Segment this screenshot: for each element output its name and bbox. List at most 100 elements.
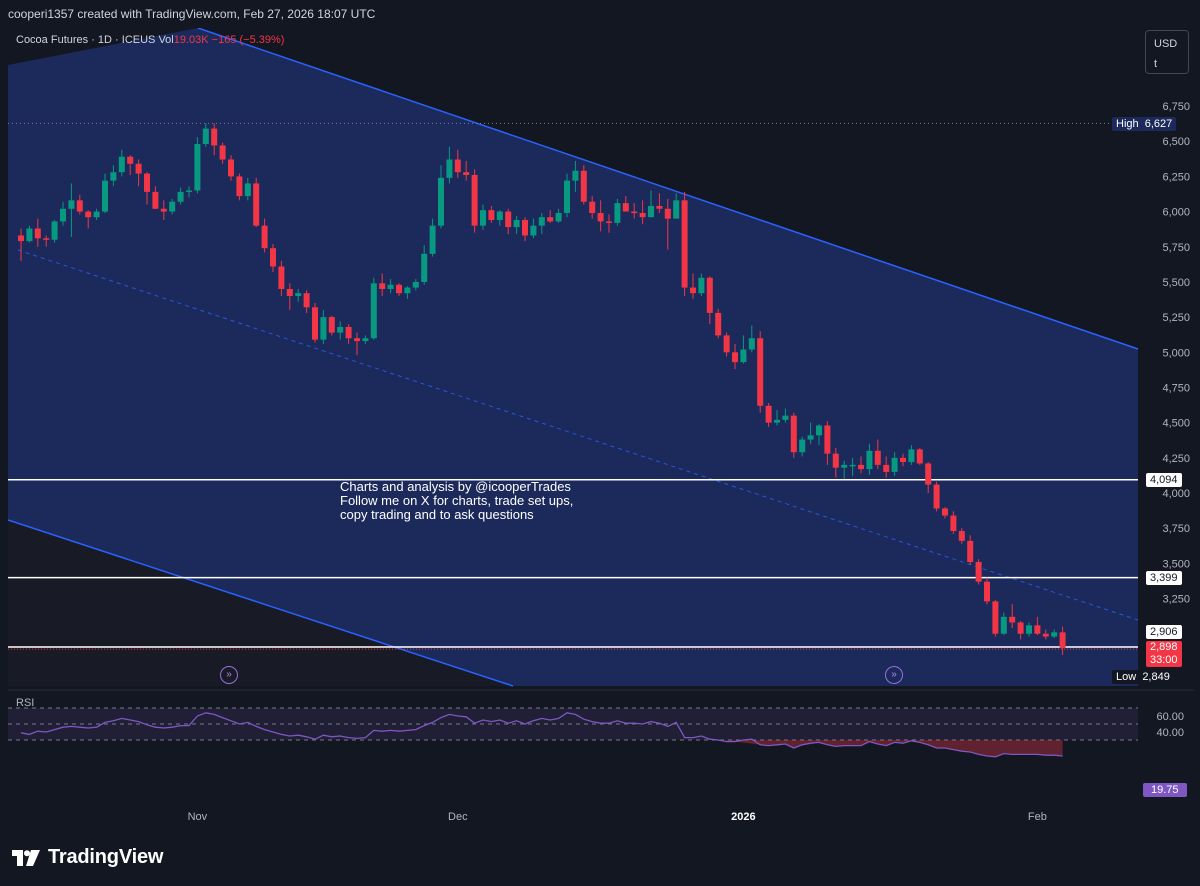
candle-bear <box>706 277 713 313</box>
candle-bear <box>715 312 722 336</box>
annotation-line-1: Charts and analysis by @icooperTrades <box>340 479 571 494</box>
high-tag: High 6,627 <box>1112 117 1177 131</box>
candle-bull <box>169 201 176 212</box>
volume-value: 19.03K <box>173 34 209 46</box>
candle-bear <box>160 208 167 212</box>
candle-bear <box>261 225 268 249</box>
candle-bull <box>564 180 570 213</box>
candle-bear <box>286 288 293 297</box>
candle-bull <box>530 225 537 236</box>
price-tick-label: 6,000 <box>1162 207 1190 219</box>
candle-bear <box>547 217 554 222</box>
candle-bull <box>244 183 251 197</box>
symbol-title: Cocoa Futures · 1D · ICEUS <box>16 34 156 46</box>
annotation-line-2: Follow me on X for charts, trade set ups… <box>340 493 574 508</box>
candle-bear <box>622 203 629 212</box>
symbol-legend[interactable]: Cocoa Futures · 1D · ICEUS Vol19.03K −16… <box>16 34 284 46</box>
candle-bull <box>748 338 755 350</box>
candle-bull <box>412 281 419 288</box>
channel-upper-line <box>197 28 1139 350</box>
candle-bear <box>580 170 587 202</box>
bar-countdown: 33:00 <box>1150 654 1178 666</box>
candle-bear <box>1034 625 1041 634</box>
candle-bear <box>690 287 696 294</box>
candle-bear <box>984 581 990 602</box>
currency-selector[interactable]: USD t <box>1145 30 1189 74</box>
candle-bull <box>1000 616 1007 634</box>
candle-bear <box>606 221 612 223</box>
low-tag: Low 2,849 <box>1112 670 1174 684</box>
author-annotation[interactable]: Charts and analysis by @icooperTrades Fo… <box>340 480 573 522</box>
rsi-line <box>20 712 1063 758</box>
candle-bull <box>496 211 503 221</box>
rsi-tick-label: 40.00 <box>1156 727 1184 739</box>
candle-bull <box>614 203 621 223</box>
rsi-oversold-fill <box>726 740 1063 757</box>
chart-canvas[interactable]: 3,250 3,500 3,750 4,000 4,250 4,500 4,750 5,000… <box>8 28 1194 828</box>
candle-bull <box>1026 625 1032 634</box>
time-axis-label: Nov <box>188 811 208 823</box>
candle-bear <box>664 208 671 219</box>
candle-bull <box>572 170 579 181</box>
candle-bear <box>76 200 83 212</box>
level-tag-2906: 2,906 <box>1146 625 1182 639</box>
candle-bull <box>816 425 822 436</box>
candle-bear <box>253 183 260 226</box>
volume-label: Vol <box>158 34 174 46</box>
high-value: 6,627 <box>1144 118 1173 130</box>
rsi-value-tag: 19.75 <box>1143 783 1187 797</box>
candle-bull <box>93 211 100 218</box>
candle-bull <box>60 208 66 222</box>
candle-bear <box>43 238 50 240</box>
footer-bar <box>0 828 1200 886</box>
candle-bear <box>933 484 940 509</box>
price-tick-label: 5,750 <box>1162 242 1190 254</box>
candle-bull <box>26 228 33 242</box>
candle-bull <box>774 419 780 423</box>
candle-bull <box>807 435 814 440</box>
tradingview-logo-icon <box>12 849 40 866</box>
price-change: −165 (−5.39%) <box>211 34 285 46</box>
candle-bear <box>354 338 360 342</box>
candle-bear <box>85 211 92 218</box>
candle-bull <box>194 144 201 191</box>
candle-bear <box>874 450 881 465</box>
candle-bear <box>589 201 596 213</box>
candle-bull <box>421 253 428 282</box>
candle-bear <box>639 212 646 218</box>
candle-bull <box>370 283 377 339</box>
candle-bull <box>320 317 327 340</box>
candle-bear <box>312 307 318 340</box>
candle-bull <box>782 415 789 420</box>
candle-bull <box>908 449 915 463</box>
candle-bear <box>992 601 999 634</box>
tradingview-logo[interactable]: TradingView <box>12 846 163 869</box>
candle-bear <box>278 266 285 289</box>
event-marker-icon[interactable]: » <box>220 666 238 684</box>
annotation-line-3: copy trading and to ask questions <box>340 507 534 522</box>
candle-bull <box>866 450 873 470</box>
last-price-value: 2,898 <box>1150 641 1178 653</box>
candle-bear <box>858 464 864 470</box>
candle-bear <box>723 335 730 353</box>
candle-bear <box>396 284 402 294</box>
candle-bull <box>51 221 58 240</box>
candle-bull <box>202 128 209 145</box>
candle-bear <box>925 463 932 485</box>
candle-bull <box>648 205 654 218</box>
candle-bull <box>673 200 680 219</box>
price-tick-label: 4,500 <box>1162 418 1190 430</box>
candle-bear <box>1017 622 1024 634</box>
price-tick-label: 6,500 <box>1162 136 1190 148</box>
candle-bear <box>522 220 528 236</box>
price-tick-label: 5,500 <box>1162 277 1190 289</box>
channel-fill <box>8 28 1138 686</box>
event-marker-icon[interactable]: » <box>885 666 903 684</box>
candle-bull <box>698 277 705 294</box>
candle-bull <box>295 293 302 297</box>
candle-bull <box>110 172 117 181</box>
chart-frame[interactable]: 3,250 3,500 3,750 4,000 4,250 4,500 4,750 5,000… <box>8 28 1194 828</box>
high-label: High <box>1116 118 1139 130</box>
candle-bear <box>656 205 663 209</box>
candle-bear <box>900 457 906 463</box>
